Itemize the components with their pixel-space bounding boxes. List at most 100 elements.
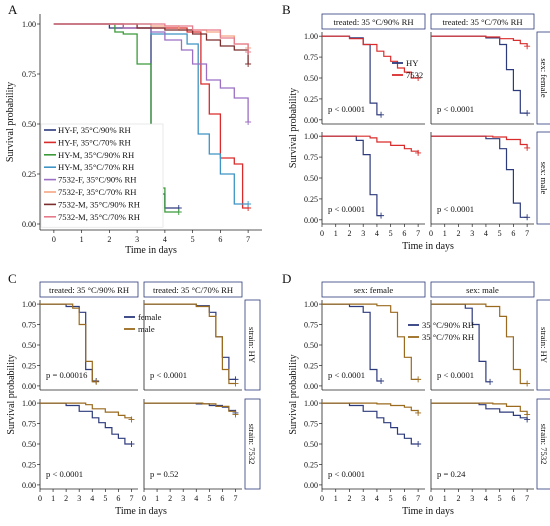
legend-label: 7532-F, 35°C/90% RH: [58, 175, 136, 185]
row-strip: [536, 131, 550, 225]
panel-d: sex: female sex: male strain: HY strain: 75…: [288, 281, 550, 517]
x-tick-label: 2: [64, 494, 68, 503]
p-value-label: p < 0.0001: [437, 370, 474, 380]
y-tick-label: 0.75: [304, 321, 318, 330]
x-tick-label: 3: [181, 494, 185, 503]
legend-label: HY-F, 35°C/90% RH: [58, 125, 131, 135]
legend: 35 °C/90% RH 35 °C/70% RH: [408, 320, 474, 342]
facet: 0.00 0.25 0.50 0.75 1.00 p < 0.0001: [304, 32, 425, 125]
plot-area: [322, 132, 425, 224]
x-tick-label: 4: [375, 494, 379, 503]
x-axis-title: Time in days: [125, 245, 177, 256]
column-strip-label: sex: female: [354, 285, 394, 295]
column-strip: [143, 281, 243, 298]
x-tick-label: 2: [107, 235, 111, 244]
y-tick-label: 0.50: [22, 341, 36, 350]
y-tick-label: 0.25: [304, 195, 318, 204]
survival-curve: [431, 303, 528, 385]
legend-label: male: [138, 324, 155, 334]
x-tick-label: 6: [220, 494, 224, 503]
x-tick-label: 3: [135, 235, 139, 244]
survival-curve: [322, 402, 419, 445]
x-tick-label: 5: [103, 494, 107, 503]
x-tick-label: 0: [38, 494, 42, 503]
x-axis-title: Time in days: [402, 506, 454, 517]
column-strip: [39, 281, 139, 298]
survival-curve: [322, 303, 419, 380]
x-tick-label: 6: [218, 235, 222, 244]
legend-label: 7532-M, 35°C/90% RH: [58, 199, 140, 209]
x-tick-label: 2: [347, 229, 351, 238]
x-tick-label: 4: [484, 494, 488, 503]
p-value-label: p < 0.0001: [328, 204, 365, 214]
y-tick-label: 0.25: [304, 460, 318, 469]
legend-label: 35 °C/70% RH: [422, 332, 474, 342]
y-tick-label: 1.00: [22, 20, 36, 29]
survival-curve: [431, 35, 528, 114]
plot-area: [431, 399, 534, 489]
x-tick-label: 6: [511, 229, 515, 238]
censor-mark: [232, 411, 239, 418]
legend-label: HY-F, 35°C/70% RH: [58, 137, 131, 147]
p-value-label: p < 0.0001: [328, 370, 365, 380]
facet: p < 0.0001: [430, 32, 534, 125]
row-strip-label: sex: female: [539, 58, 549, 98]
x-tick-label: 0: [429, 229, 433, 238]
censor-mark: [415, 441, 422, 447]
row-strip-label: sex: male: [539, 162, 549, 195]
x-tick-label: 1: [443, 494, 447, 503]
censor-mark: [175, 209, 182, 215]
censor-mark: [378, 111, 385, 118]
censor-mark: [378, 212, 385, 219]
y-tick-label: 0.50: [304, 74, 318, 83]
legend-box: [40, 123, 164, 228]
survival-curve: [431, 135, 528, 218]
y-tick-label: 0.75: [22, 321, 36, 330]
y-tick-label: 0.00: [304, 382, 318, 391]
x-tick-label: 3: [470, 229, 474, 238]
y-tick-label: 0.00: [22, 220, 36, 229]
survival-curve: [53, 23, 249, 64]
legend-label: HY: [406, 58, 418, 68]
p-value-label: p < 0.0001: [46, 469, 83, 479]
p-value-label: p = 0.24: [437, 469, 466, 479]
censor-mark: [524, 411, 531, 418]
survival-curve: [53, 23, 249, 52]
facet: p < 0.0001: [143, 300, 242, 391]
x-tick-label: 1: [334, 494, 338, 503]
censor-mark: [128, 416, 135, 423]
facet: 0.000.250.500.751.000 1 2 3 4 5 6 7p < 0.0001: [304, 132, 425, 238]
x-tick-label: 7: [129, 494, 133, 503]
censor-mark: [524, 214, 531, 221]
x-tick-label: 0: [142, 494, 146, 503]
x-tick-label: 3: [361, 494, 365, 503]
survival-curve: [322, 35, 419, 79]
column-strip-label: treated: 35 °C/90% RH: [333, 17, 413, 27]
censor-mark: [415, 409, 422, 416]
survival-curve: [322, 402, 419, 413]
legend-label: 7532-M, 35°C/70% RH: [58, 212, 140, 222]
y-tick-label: 1.00: [304, 399, 318, 408]
x-tick-label: 7: [416, 229, 420, 238]
y-tick-label: 0.00: [22, 481, 36, 490]
y-axis-title: Survival probability: [288, 354, 299, 434]
x-tick-label: 3: [77, 494, 81, 503]
p-value-label: p < 0.0001: [328, 104, 365, 114]
column-strip: [430, 13, 535, 30]
x-tick-label: 5: [498, 229, 502, 238]
facet: 0.000.250.500.751.000 1 2 3 4 5 6 7p < 0.0001: [22, 399, 138, 503]
x-tick-label: 7: [525, 229, 529, 238]
censor-mark: [524, 380, 531, 387]
p-value-label: p < 0.0001: [437, 204, 474, 214]
x-tick-label: 1: [51, 494, 55, 503]
censor-mark: [524, 110, 531, 117]
x-tick-label: 1: [155, 494, 159, 503]
y-tick-label: 0.75: [22, 420, 36, 429]
plot-area: [144, 399, 242, 489]
x-tick-label: 1: [443, 229, 447, 238]
y-tick-label: 0.25: [304, 95, 318, 104]
x-tick-label: 2: [456, 494, 460, 503]
x-tick-label: 0: [52, 235, 56, 244]
row-strip: [536, 31, 550, 125]
panel-b: treated: 35 °C/90% RH treated: 35 °C/70% …: [288, 13, 550, 252]
